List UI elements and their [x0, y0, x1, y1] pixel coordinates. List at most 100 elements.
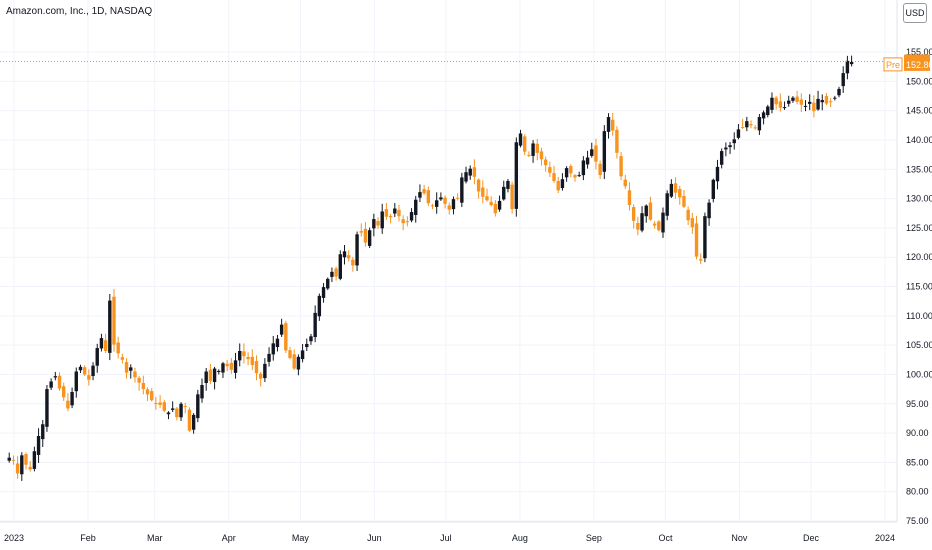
x-tick-label: Sep	[586, 533, 602, 543]
candle-body	[535, 143, 539, 153]
candle-body	[112, 296, 116, 345]
candle-body	[724, 147, 728, 150]
candle-body	[527, 154, 531, 156]
candle-body	[384, 209, 389, 217]
candle-body	[657, 221, 661, 231]
candle-body	[414, 199, 418, 215]
candle-body	[757, 117, 762, 131]
candle-body	[569, 165, 573, 174]
candle-body	[158, 402, 162, 405]
candle-body	[799, 99, 804, 105]
candle-body	[183, 405, 187, 407]
candle-body	[552, 173, 556, 181]
candle-body	[330, 271, 334, 277]
candle-body	[305, 343, 309, 348]
candle-body	[556, 181, 560, 191]
candle-body	[803, 105, 808, 107]
x-tick-label: May	[292, 533, 310, 543]
candle-body	[820, 100, 824, 103]
candle-body	[661, 212, 665, 233]
currency-button[interactable]: USD	[903, 3, 927, 23]
candle-body	[41, 424, 45, 440]
candle-body	[91, 365, 95, 376]
candle-body	[376, 220, 380, 226]
candle-body	[766, 106, 770, 116]
candle-body	[313, 312, 317, 338]
candle-body	[162, 402, 166, 411]
candle-body	[468, 168, 472, 176]
x-tick-label: 2023	[4, 533, 24, 543]
candle-body	[497, 200, 502, 210]
candle-body	[141, 383, 146, 390]
candle-body	[472, 167, 477, 177]
candle-body	[78, 366, 83, 371]
candle-body	[539, 151, 544, 160]
candle-body	[20, 455, 24, 475]
candle-body	[225, 363, 229, 367]
candle-body	[175, 408, 179, 418]
candle-body	[740, 127, 745, 129]
candle-body	[124, 362, 129, 373]
candle-body	[275, 338, 280, 348]
candle-body	[816, 98, 820, 110]
y-tick-label: 135.00	[906, 164, 932, 174]
candle-body	[648, 202, 653, 220]
candle-body	[460, 177, 464, 203]
candle-body	[229, 362, 234, 370]
candle-body	[443, 197, 447, 204]
candle-body	[736, 129, 741, 138]
x-tick-label: Aug	[512, 533, 528, 543]
candle-body	[636, 222, 640, 230]
candle-body	[699, 259, 703, 261]
candle-body	[103, 340, 108, 351]
candle-body	[849, 61, 854, 65]
candle-body	[397, 209, 401, 217]
candle-body	[711, 179, 715, 199]
candle-body	[409, 212, 414, 221]
candle-body	[238, 350, 242, 361]
candle-body	[598, 163, 602, 176]
candle-body	[367, 230, 372, 246]
candle-body	[359, 231, 363, 233]
candle-body	[577, 175, 581, 177]
y-tick-label: 115.00	[906, 282, 932, 292]
candle-body	[145, 389, 150, 395]
candle-body	[45, 389, 49, 427]
y-tick-label: 75.00	[906, 516, 929, 526]
candle-body	[208, 369, 213, 381]
x-tick-label: Dec	[803, 533, 820, 543]
candle-body	[594, 145, 598, 162]
candle-body	[506, 180, 510, 189]
candle-body	[665, 193, 669, 216]
pre-label-box	[883, 57, 903, 72]
candle-body	[32, 451, 37, 469]
candle-body	[7, 457, 11, 461]
candle-body	[447, 205, 451, 210]
candle-body	[782, 107, 787, 109]
candle-body	[221, 363, 225, 373]
candle-body	[502, 186, 506, 200]
candle-body	[284, 323, 288, 351]
candle-body	[627, 190, 632, 206]
candle-body	[82, 367, 87, 375]
candle-body	[74, 371, 78, 392]
candle-body	[36, 435, 41, 455]
candle-body	[422, 189, 426, 194]
candle-body	[644, 205, 648, 217]
candle-body	[133, 371, 137, 378]
candle-body	[217, 370, 221, 372]
y-tick-label: 110.00	[906, 311, 932, 321]
x-tick-label: Jul	[440, 533, 452, 543]
chart-title: Amazon.com, Inc., 1D, NASDAQ	[6, 6, 153, 17]
candle-body	[62, 386, 66, 398]
candle-body	[564, 168, 569, 178]
candle-body	[401, 219, 405, 224]
candle-body	[250, 356, 254, 366]
candle-body	[623, 179, 627, 187]
candle-body	[493, 203, 498, 214]
y-tick-label: 140.00	[906, 135, 932, 145]
candle-body	[326, 278, 330, 289]
candle-body	[99, 338, 104, 349]
candle-body	[619, 156, 623, 177]
